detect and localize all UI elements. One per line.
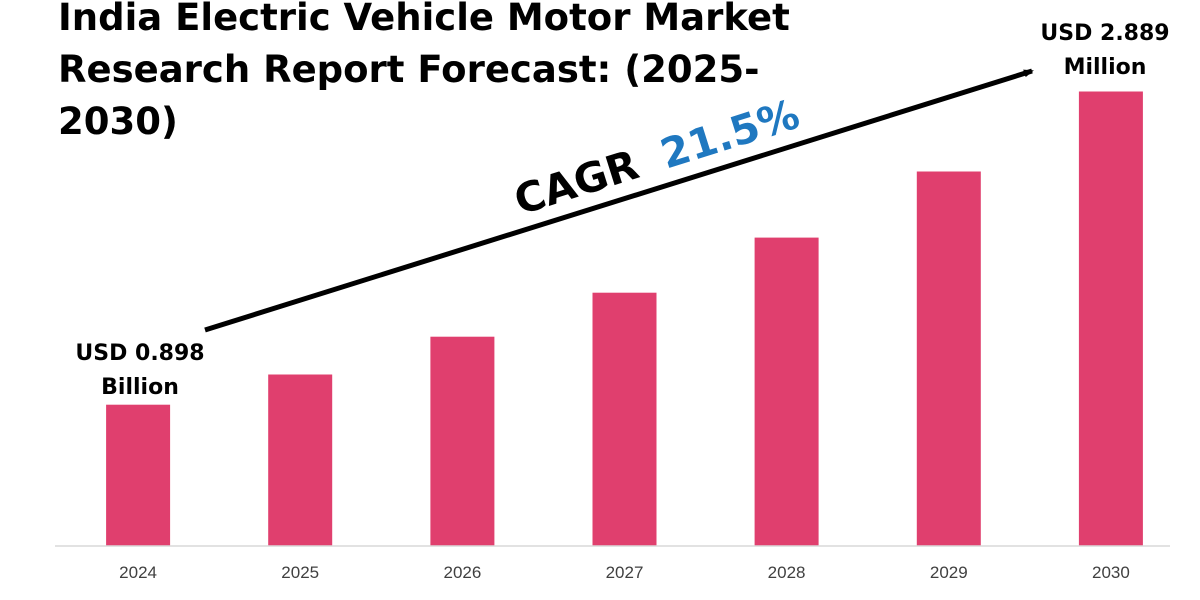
bar-2029 [916,171,981,546]
end-value-line-2: Million [1064,55,1147,80]
x-tick-label-2027: 2027 [606,563,644,582]
bar-2024 [106,404,171,546]
bar-2027 [592,292,657,546]
x-tick-labels: 2024 2025 2026 2027 2028 2029 2030 [119,563,1130,582]
bar-2030 [1078,91,1143,546]
x-tick-label-2025: 2025 [281,563,319,582]
title-line-1: India Electric Vehicle Motor Market [58,0,790,39]
title-line-2: Research Report Forecast: (2025- [58,48,759,91]
cagr-trend-arrow [204,68,1034,333]
title-line-3: 2030) [58,100,178,143]
x-tick-label-2024: 2024 [119,563,157,582]
x-tick-label-2026: 2026 [443,563,481,582]
start-value-label: USD 0.898 Billion [75,341,204,400]
x-tick-label-2029: 2029 [930,563,968,582]
start-value-line-2: Billion [101,375,179,400]
bar-2025 [268,374,333,546]
x-tick-label-2028: 2028 [768,563,806,582]
bar-2026 [430,336,495,546]
x-tick-label-2030: 2030 [1092,563,1130,582]
end-value-label: USD 2.889 Million [1040,21,1169,80]
chart-title: India Electric Vehicle Motor Market Rese… [58,0,790,143]
end-value-line-1: USD 2.889 [1040,21,1169,46]
start-value-line-1: USD 0.898 [75,341,204,366]
bar-2028 [754,237,819,546]
bars-layer [106,91,1143,546]
